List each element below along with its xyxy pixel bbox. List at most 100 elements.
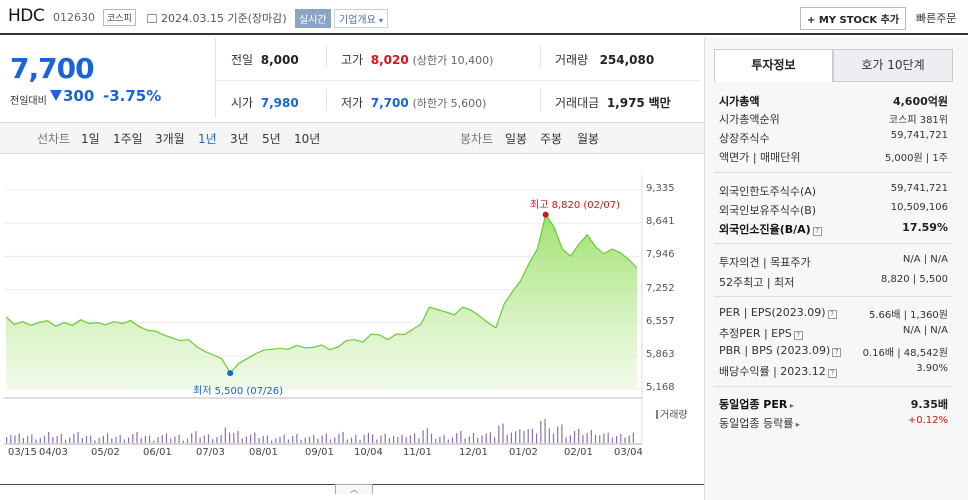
divider (326, 46, 327, 68)
open-value: 7,980 (260, 96, 299, 110)
x-tick-label: 09/01 (305, 447, 334, 458)
high-annotation: 최고 8,820 (02/07) (530, 200, 621, 211)
sector-change-label: 동일업종 등락률 (719, 417, 794, 430)
low-price: 저가 7,700 (하한가 5,600) (341, 94, 486, 111)
chevron-up-icon: ︿ (350, 485, 358, 494)
low-annotation: 최저 5,500 (07/26) (193, 386, 284, 397)
divider (326, 89, 327, 111)
volume-bar (544, 419, 546, 443)
volume-bar (275, 438, 277, 443)
volume-bar (451, 437, 454, 443)
volume-bar (182, 440, 184, 443)
market-badge: 코스피 (103, 9, 136, 26)
company-overview-dropdown[interactable]: 기업개요 ▾ (334, 9, 389, 28)
candle-tab-monthly[interactable]: 월봉 (577, 132, 600, 146)
prev-close-label: 전일 (231, 53, 254, 67)
range-tab-3y[interactable]: 3년 (230, 132, 249, 146)
quote-date-text: 2024.03.15 기준(장마감) (161, 12, 287, 25)
divider (216, 80, 700, 81)
volume-bar (628, 435, 630, 443)
quick-order-link[interactable]: 빠른주문 (916, 12, 957, 25)
volume-bar (611, 437, 613, 443)
range-tab-5y[interactable]: 5년 (262, 132, 281, 146)
volume-bar (494, 437, 496, 444)
foreign-limit-label: 외국인한도주식수(A) (719, 185, 817, 198)
market-cap-label: 시가총액 (719, 95, 760, 108)
volume-bar (237, 431, 239, 443)
volume-bar (485, 433, 487, 443)
my-stock-add-button[interactable]: + MY STOCK 추가 (800, 7, 907, 30)
volume-bar (94, 440, 96, 443)
sector-change-row[interactable]: 동일업종 등락률 ▸ +0.12% (719, 415, 948, 431)
volume-bar (287, 439, 289, 443)
pbr-label: PBR | BPS (2023.09) (719, 344, 831, 357)
candle-tab-daily[interactable]: 일봉 (505, 132, 528, 146)
help-icon[interactable]: ? (793, 331, 803, 340)
range-tab-1d[interactable]: 1일 (81, 132, 100, 146)
volume-bar (447, 439, 449, 443)
high-value: 8,020 (370, 53, 409, 67)
sector-per-row[interactable]: 동일업종 PER ▸ 9.35배 (719, 396, 948, 412)
collapse-chart-button[interactable]: ︿ (335, 484, 373, 494)
volume-bar (144, 436, 146, 443)
volume-bar (73, 434, 75, 443)
volume-bar (632, 432, 634, 443)
help-icon[interactable]: ? (812, 227, 822, 236)
volume-bar (540, 421, 542, 443)
tab-orderbook[interactable]: 호가 10단계 (833, 49, 953, 82)
volume-bar (174, 436, 176, 443)
volume-bar (6, 437, 8, 443)
help-icon[interactable]: ? (827, 310, 837, 319)
volume-bar (430, 433, 433, 444)
volume-bar (195, 431, 197, 444)
x-tick-label: 03/04 (614, 447, 643, 458)
volume-bar (250, 434, 252, 443)
price-chart[interactable] (0, 155, 704, 500)
current-price: 7,700 (10, 52, 95, 85)
volume-bar (393, 436, 395, 443)
volume-bar (161, 435, 163, 443)
volume-bar (128, 437, 130, 443)
volume-bar (590, 429, 592, 444)
range-tab-3m[interactable]: 3개월 (155, 132, 185, 146)
volume-bar (565, 437, 567, 444)
line-chart-label: 선차트 (37, 132, 71, 146)
range-tab-1w[interactable]: 1주일 (113, 132, 143, 146)
foreign-hold-value: 10,509,106 (890, 202, 948, 213)
volume-bar (443, 434, 445, 444)
rank-label: 시가총액순위 (719, 113, 780, 126)
volume-bar (363, 434, 365, 444)
volume-bar (616, 436, 618, 443)
volume-bar (477, 438, 479, 443)
volume-bar (397, 436, 399, 444)
tab-investment-info[interactable]: 투자정보 (714, 49, 833, 82)
realtime-button[interactable]: 실시간 (295, 9, 331, 28)
help-icon[interactable]: ? (832, 348, 842, 357)
volume-label: 거래량 (656, 406, 688, 421)
volume-bar (367, 432, 369, 444)
range-tab-10y[interactable]: 10년 (294, 132, 321, 146)
x-tick-label: 04/03 (39, 447, 68, 458)
low-label: 저가 (341, 96, 364, 110)
volume-bar (578, 428, 580, 444)
volume-bar (359, 439, 361, 444)
per-row: PER | EPS(2023.09)? 5.66배 | 1,360원 (719, 306, 948, 321)
volume-bar (149, 435, 151, 443)
sector-per-label: 동일업종 PER (719, 398, 788, 411)
volume-bar (186, 438, 189, 443)
volume-bar (191, 433, 193, 444)
volume-bar (31, 434, 33, 443)
range-tab-1y[interactable]: 1년 (198, 132, 217, 146)
x-tick-label: 07/03 (196, 447, 225, 458)
volume-bar (27, 436, 29, 443)
volume-bar (64, 439, 67, 443)
foreign-limit-value: 59,741,721 (890, 183, 948, 194)
volume: 거래량 254,080 (555, 51, 654, 68)
divider (215, 38, 216, 118)
help-icon[interactable]: ? (827, 369, 837, 378)
rank-value: 코스피 381위 (888, 115, 948, 126)
price-change: 300 (50, 87, 94, 105)
y-tick-label: 8,641 (646, 216, 675, 228)
candle-tab-weekly[interactable]: 주봉 (540, 132, 563, 146)
chart-tab-bar (0, 122, 704, 154)
